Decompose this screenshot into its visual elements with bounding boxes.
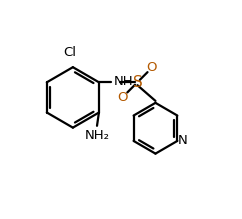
Text: S: S	[133, 75, 142, 90]
Text: NH: NH	[113, 75, 133, 88]
Text: NH₂: NH₂	[84, 129, 109, 142]
Text: O: O	[147, 61, 157, 74]
Text: N: N	[178, 134, 188, 147]
Text: O: O	[117, 91, 128, 104]
Text: Cl: Cl	[63, 46, 76, 59]
